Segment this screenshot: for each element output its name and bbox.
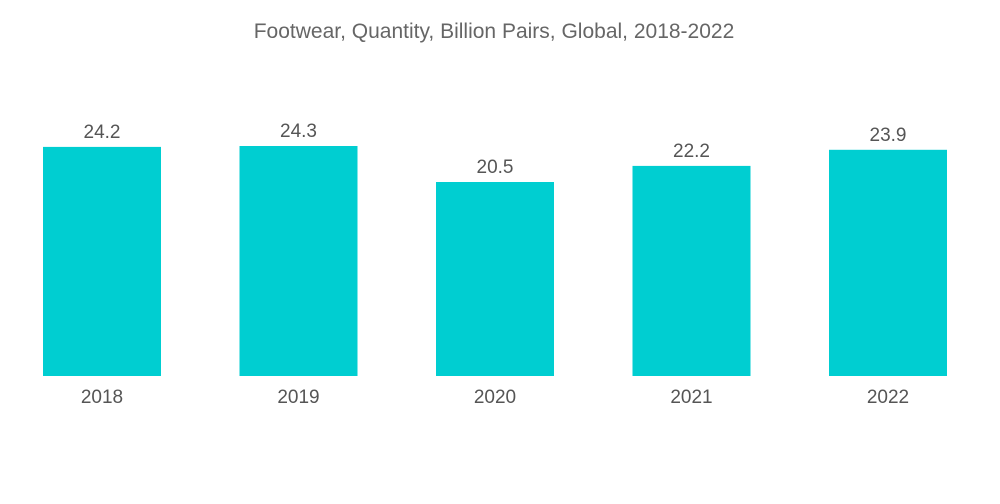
- value-label-2020: 20.5: [477, 157, 514, 178]
- value-labels-layer: 24.2 24.3 20.5 22.2 23.9: [84, 121, 907, 178]
- chart-title: Footwear, Quantity, Billion Pairs, Globa…: [254, 20, 735, 43]
- bar-2021: [632, 165, 751, 376]
- value-label-2021: 22.2: [673, 141, 710, 162]
- bar-2020: [436, 182, 554, 376]
- bar-2018: [43, 146, 161, 376]
- x-axis-tick-labels: 2018 2019 2020 2021 2022: [81, 387, 909, 408]
- x-tick-label-2021: 2021: [670, 387, 712, 408]
- x-tick-label-2019: 2019: [277, 387, 319, 408]
- x-tick-label-2018: 2018: [81, 387, 123, 408]
- value-label-2022: 23.9: [870, 125, 907, 146]
- bars-layer: [43, 146, 947, 376]
- x-tick-label-2022: 2022: [867, 387, 909, 408]
- x-tick-label-2020: 2020: [474, 387, 516, 408]
- bar-2019: [239, 146, 358, 376]
- bar-2022: [829, 149, 947, 376]
- value-label-2018: 24.2: [84, 122, 121, 143]
- value-label-2019: 24.3: [280, 121, 317, 142]
